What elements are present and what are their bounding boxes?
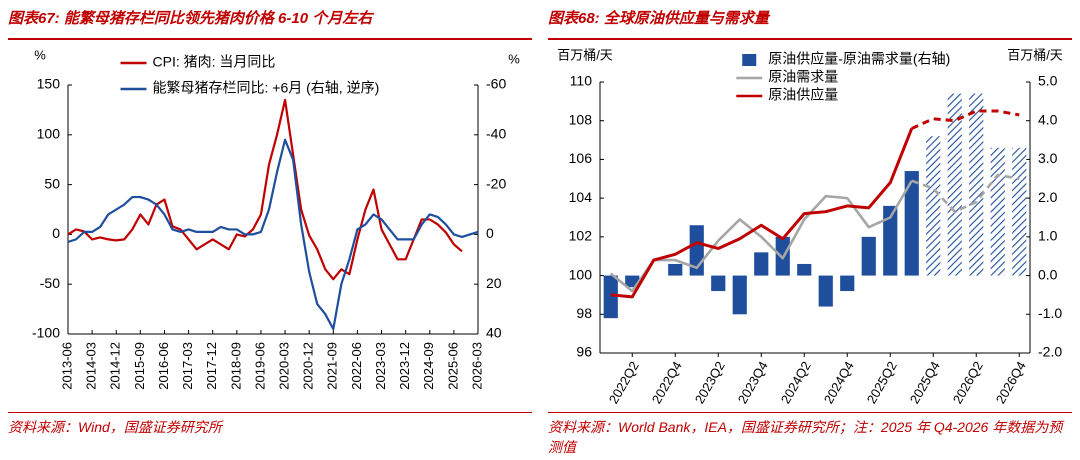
y2-tick-label: -2.0 [1038, 344, 1062, 360]
y-tick-label: 106 [569, 150, 593, 166]
chart-title: 图表68: 全球原油供应量与需求量 [548, 8, 1072, 40]
x-tick-label: 2024-09 [421, 342, 436, 390]
x-tick-label: 2017-03 [180, 342, 195, 390]
x-tick-label: 2014-03 [84, 342, 99, 390]
y-tick-label: 96 [576, 344, 592, 360]
y-tick-label: 110 [570, 73, 593, 89]
x-tick-label: 2025-06 [445, 342, 460, 390]
x-tick-label: 2022Q2 [606, 359, 642, 407]
bar [625, 275, 640, 288]
chart-title: 图表67: 能繁母猪存栏同比领先猪肉价格 6-10 个月左右 [8, 8, 532, 40]
y2-tick-label: 0 [486, 225, 494, 241]
charts: % % -100 -50 0 50 100 150 -60 -40 -20 0 20 40 2013-06 2… [32, 47, 1063, 407]
y2-tick-label: 2.0 [1038, 189, 1058, 205]
x-tick-label: 2019-06 [252, 342, 267, 390]
x-tick-label: 2022Q4 [649, 359, 685, 407]
y-tick-label: 102 [569, 228, 593, 244]
x-tick-label: 2026-03 [469, 342, 484, 390]
series-line [911, 109, 1020, 130]
y-tick-label: 98 [576, 305, 592, 321]
x-tick-label: 2018-09 [228, 342, 243, 390]
bar [754, 252, 769, 276]
chart-source: 资料来源：World Bank，IEA，国盛证券研究所；注：2025 年 Q4-… [548, 412, 1072, 457]
x-tick-label: 2023-12 [397, 342, 412, 390]
x-tick-label: 2020-12 [301, 342, 316, 390]
series-line [911, 173, 1020, 213]
x-tick-label: 2023-03 [373, 342, 388, 390]
bar [603, 275, 618, 319]
x-tick-label: 2025Q2 [864, 359, 900, 407]
y-tick-label: 100 [569, 266, 593, 282]
bar [668, 263, 683, 276]
y2-tick-label: 0.0 [1038, 266, 1058, 282]
x-tick-label: 2016-06 [156, 342, 171, 390]
series-line [67, 98, 463, 281]
x-tick-label: 2015-09 [132, 342, 147, 390]
bar [797, 263, 812, 276]
bar [947, 93, 962, 276]
legend-label: 能繁母猪存栏同比: +6月 (右轴, 逆序) [153, 80, 380, 96]
bar [883, 205, 898, 276]
y2-tick-label: 40 [486, 325, 502, 341]
y2-tick-label: -40 [486, 126, 506, 142]
legend-label: 原油供应量-原油需求量(右轴) [768, 51, 950, 67]
bar [1012, 147, 1027, 276]
bar [990, 147, 1005, 276]
series-line [609, 180, 913, 293]
y2-tick-label: 5.0 [1038, 73, 1058, 89]
y2-tick-label: 1.0 [1038, 228, 1058, 244]
bar [818, 275, 833, 307]
x-tick-label: 2023Q4 [735, 359, 771, 407]
x-tick-label: 2023Q2 [692, 359, 728, 407]
y-tick-label: 104 [569, 189, 593, 205]
bar [732, 275, 747, 315]
x-tick-label: 2021-09 [325, 342, 340, 390]
bar [711, 275, 726, 292]
bar [926, 136, 941, 276]
y-axis-label: 百万桶/天 [557, 47, 613, 62]
bar [840, 275, 855, 292]
legend-swatch [742, 54, 757, 66]
series-line [67, 138, 479, 331]
x-tick-label: 2025Q4 [907, 359, 943, 407]
y2-tick-label: 4.0 [1038, 111, 1058, 127]
y2-axis-label: % [508, 51, 520, 66]
y-tick-label: 0 [52, 225, 60, 241]
legend-label: CPI: 猪肉: 当月同比 [153, 54, 276, 70]
y-axis-label: % [34, 47, 46, 62]
y2-tick-label: -60 [486, 76, 506, 92]
x-tick-label: 2017-12 [204, 342, 219, 390]
y-tick-label: -50 [40, 275, 60, 291]
x-tick-label: 2026Q4 [993, 359, 1029, 407]
y-tick-label: -100 [32, 325, 60, 341]
x-tick-label: 2014-12 [108, 342, 123, 390]
y2-tick-label: 20 [486, 275, 502, 291]
x-tick-label: 2024Q4 [821, 359, 857, 407]
y2-tick-label: -1.0 [1038, 305, 1062, 321]
x-tick-label: 2022-06 [349, 342, 364, 390]
series-line [610, 127, 914, 299]
x-tick-label: 2013-06 [59, 342, 74, 390]
bar [904, 171, 919, 276]
chart-source: 资料来源：Wind，国盛证券研究所 [8, 412, 532, 437]
legend-label: 原油供应量 [768, 87, 838, 103]
bar [969, 93, 984, 276]
y2-tick-label: 3.0 [1038, 150, 1058, 166]
y-tick-label: 108 [569, 111, 593, 127]
y-tick-label: 50 [44, 175, 60, 191]
legend-label: 原油需求量 [768, 69, 838, 85]
y-tick-label: 150 [37, 76, 61, 92]
bar [861, 236, 876, 276]
y2-axis-label: 百万桶/天 [1007, 47, 1063, 62]
y2-tick-label: -20 [486, 175, 506, 191]
x-tick-label: 2026Q2 [950, 359, 986, 407]
x-tick-label: 2020-03 [276, 342, 291, 390]
x-tick-label: 2024Q2 [778, 359, 814, 407]
y-tick-label: 100 [37, 126, 61, 142]
